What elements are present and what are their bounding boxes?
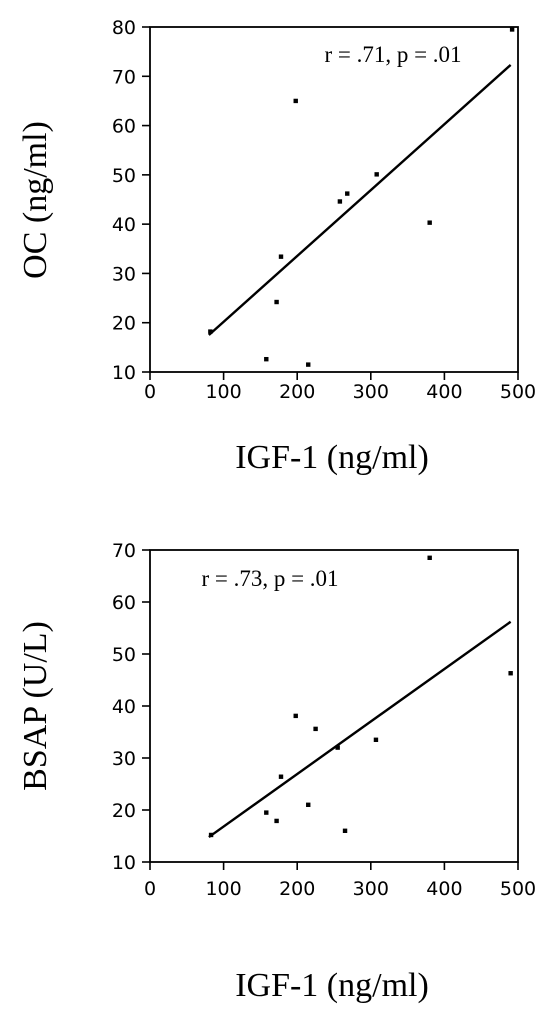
data-point xyxy=(274,299,279,305)
x-tick-label: 200 xyxy=(279,381,315,403)
data-point xyxy=(374,172,379,177)
x-tick-label: 0 xyxy=(144,878,156,900)
x-tick-label: 400 xyxy=(426,878,462,900)
x-tick-label: 400 xyxy=(426,381,462,403)
x-tick-label: 300 xyxy=(353,381,389,403)
y-tick-label: 20 xyxy=(112,313,136,335)
y-tick-label: 80 xyxy=(112,17,136,39)
x-axis-label: IGF-1 (ng/ml) xyxy=(235,439,429,476)
x-tick-label: 500 xyxy=(500,878,536,900)
y-axis-label: OC (ng/ml) xyxy=(17,121,54,279)
correlation-annotation: r = .71, p = .01 xyxy=(324,42,461,67)
y-tick-label: 10 xyxy=(112,362,136,384)
x-tick-label: 0 xyxy=(144,381,156,403)
data-point xyxy=(337,199,343,204)
y-tick-label: 30 xyxy=(112,748,136,770)
x-tick-label: 100 xyxy=(205,381,241,403)
plot-frame xyxy=(149,26,519,373)
x-tick-label: 200 xyxy=(279,878,315,900)
x-tick-label: 100 xyxy=(205,878,241,900)
data-point xyxy=(342,828,348,833)
plot-frame xyxy=(149,549,519,863)
data-point xyxy=(208,329,213,334)
data-point xyxy=(427,555,432,560)
data-point xyxy=(208,832,214,838)
data-point xyxy=(306,362,311,367)
correlation-annotation: r = .73, p = .01 xyxy=(201,566,338,591)
data-point xyxy=(306,802,311,807)
data-point xyxy=(264,356,269,362)
y-tick-label: 10 xyxy=(112,852,136,874)
data-point xyxy=(274,818,279,824)
data-point xyxy=(373,737,379,742)
oc-vs-igf1-panel: 0 100 200 300 400 500 10 20 30 40 50 60 70 80 r = .71,… xyxy=(17,17,536,476)
x-tick-label: 300 xyxy=(353,878,389,900)
y-tick-label: 70 xyxy=(112,66,136,88)
y-tick-label: 30 xyxy=(112,263,136,285)
regression-line xyxy=(208,620,512,839)
y-tick-label: 40 xyxy=(112,696,136,718)
data-point xyxy=(278,774,284,779)
bsap-vs-igf1-panel: 0 100 200 300 400 500 10 20 30 40 50 60 70 r = .73, p… xyxy=(17,540,536,1004)
y-tick-label: 60 xyxy=(112,592,136,614)
y-tick-label: 50 xyxy=(112,165,136,187)
y-tick-label: 50 xyxy=(112,644,136,666)
y-tick-label: 70 xyxy=(112,540,136,562)
y-tick-label: 40 xyxy=(112,214,136,236)
data-point xyxy=(335,745,340,750)
data-point xyxy=(508,671,513,676)
data-point xyxy=(427,220,432,225)
y-tick-label: 60 xyxy=(112,116,136,138)
data-point xyxy=(509,27,515,32)
data-point xyxy=(345,191,350,196)
x-axis-label: IGF-1 (ng/ml) xyxy=(235,967,429,1004)
data-point xyxy=(313,726,318,732)
y-axis-label: BSAP (U/L) xyxy=(17,621,54,791)
x-tick-label: 500 xyxy=(500,381,536,403)
y-tick-label: 20 xyxy=(112,800,136,822)
data-point xyxy=(278,254,284,259)
data-point xyxy=(293,98,298,104)
data-point xyxy=(293,713,298,719)
regression-line xyxy=(208,64,512,336)
data-point xyxy=(264,810,269,815)
